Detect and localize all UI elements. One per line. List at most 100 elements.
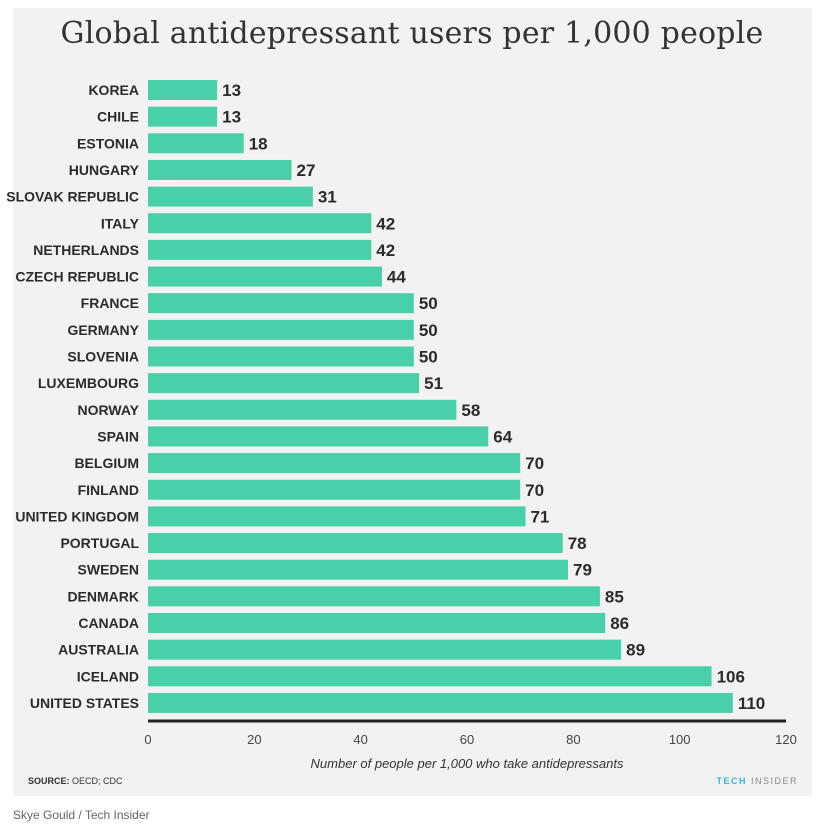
bar-row: ICELAND 106 (77, 666, 745, 687)
category-label: UNITED KINGDOM (15, 508, 139, 524)
x-tick-label: 60 (460, 732, 474, 747)
value-label: 79 (573, 561, 592, 580)
value-label: 86 (610, 614, 629, 633)
bar (148, 479, 521, 500)
category-label: SPAIN (97, 428, 139, 444)
bar-row: ITALY 42 (101, 213, 395, 234)
bar (148, 159, 292, 180)
tech-insider-logo: TECH INSIDER (716, 776, 798, 786)
bar-row: FINLAND 70 (78, 479, 544, 500)
value-label: 106 (717, 667, 745, 686)
value-label: 70 (525, 481, 544, 500)
bar (148, 293, 414, 314)
bar (148, 399, 457, 420)
bar-row: AUSTRALIA 89 (58, 639, 645, 660)
value-label: 50 (419, 294, 438, 313)
bar-row: CZECH REPUBLIC 44 (15, 266, 406, 287)
value-label: 42 (376, 214, 395, 233)
category-label: AUSTRALIA (58, 642, 139, 658)
value-label: 50 (419, 321, 438, 340)
value-label: 70 (525, 454, 544, 473)
bar (148, 319, 414, 340)
bar (148, 186, 313, 207)
value-label: 71 (530, 507, 549, 526)
bar (148, 639, 622, 660)
photo-credit: Skye Gould / Tech Insider (13, 808, 150, 822)
value-label: 42 (376, 241, 395, 260)
source-note: SOURCE: OECD; CDC (28, 776, 123, 786)
bar (148, 506, 526, 527)
value-label: 89 (626, 641, 645, 660)
source-label: SOURCE: (28, 776, 70, 786)
bar (148, 586, 600, 607)
brand-insider: INSIDER (750, 776, 798, 786)
bar-row: CHILE 13 (97, 106, 241, 127)
bar-row: SPAIN 64 (97, 426, 513, 447)
bar (148, 692, 733, 713)
source-text: OECD; CDC (72, 776, 123, 786)
category-label: NETHERLANDS (33, 242, 139, 258)
category-label: FRANCE (81, 295, 139, 311)
value-label: 51 (424, 374, 443, 393)
category-label: BELGIUM (74, 455, 139, 471)
value-label: 78 (568, 534, 587, 553)
bar-row: SLOVAK REPUBLIC 31 (6, 186, 337, 207)
category-label: PORTUGAL (60, 535, 139, 551)
bar-row: KOREA 13 (88, 80, 241, 100)
bar-row: UNITED STATES 110 (30, 692, 765, 713)
bar (148, 453, 521, 474)
bar (148, 613, 606, 633)
category-label: HUNGARY (69, 162, 140, 178)
bar (148, 266, 382, 287)
value-label: 44 (387, 268, 406, 287)
bar (148, 533, 563, 554)
category-label: ICELAND (77, 668, 139, 684)
value-label: 13 (222, 81, 241, 100)
bar-row: UNITED KINGDOM 71 (15, 506, 549, 527)
category-label: UNITED STATES (30, 695, 139, 711)
category-label: FINLAND (78, 482, 139, 498)
bar (148, 426, 489, 447)
bar-row: LUXEMBOURG 51 (38, 373, 443, 394)
value-label: 31 (318, 188, 337, 207)
category-label: ITALY (101, 215, 140, 231)
bar (148, 559, 569, 580)
brand-tech: TECH (716, 776, 747, 786)
x-tick-label: 120 (775, 732, 797, 747)
x-tick-label: 20 (247, 732, 261, 747)
category-label: SLOVAK REPUBLIC (6, 189, 139, 205)
bar-row: DENMARK 85 (67, 586, 624, 607)
category-label: DENMARK (67, 588, 139, 604)
value-label: 27 (297, 161, 316, 180)
bar-row: NORWAY 58 (78, 399, 480, 420)
bar (148, 666, 712, 687)
category-label: KOREA (88, 82, 139, 98)
bar-row: FRANCE 50 (81, 293, 438, 314)
bar (148, 106, 218, 127)
x-axis-label: Number of people per 1,000 who take anti… (310, 756, 624, 771)
x-axis-ticks: 0 20 40 60 80 100 120 (144, 732, 796, 747)
bar (148, 80, 218, 100)
value-label: 13 (222, 108, 241, 127)
category-label: CANADA (78, 615, 139, 631)
bar (148, 373, 420, 394)
bar (148, 133, 244, 154)
bar (148, 213, 372, 234)
bars-group: KOREA 13 CHILE 13 ESTONIA 18 HUNGARY 27 SLOVAK R… (6, 80, 765, 713)
value-label: 110 (738, 694, 765, 713)
bar-row: ESTONIA 18 (77, 133, 268, 154)
value-label: 18 (249, 134, 268, 153)
value-label: 85 (605, 587, 624, 606)
category-label: SWEDEN (78, 562, 139, 578)
chart-title: Global antidepressant users per 1,000 pe… (60, 16, 764, 51)
x-tick-label: 80 (566, 732, 580, 747)
bar-row: SLOVENIA 50 (67, 346, 438, 367)
category-label: CHILE (97, 109, 139, 125)
bar (148, 346, 414, 367)
x-tick-label: 40 (353, 732, 367, 747)
value-label: 64 (493, 427, 512, 446)
bar-row: HUNGARY 27 (69, 159, 316, 180)
value-label: 50 (419, 348, 438, 367)
category-label: LUXEMBOURG (38, 375, 139, 391)
